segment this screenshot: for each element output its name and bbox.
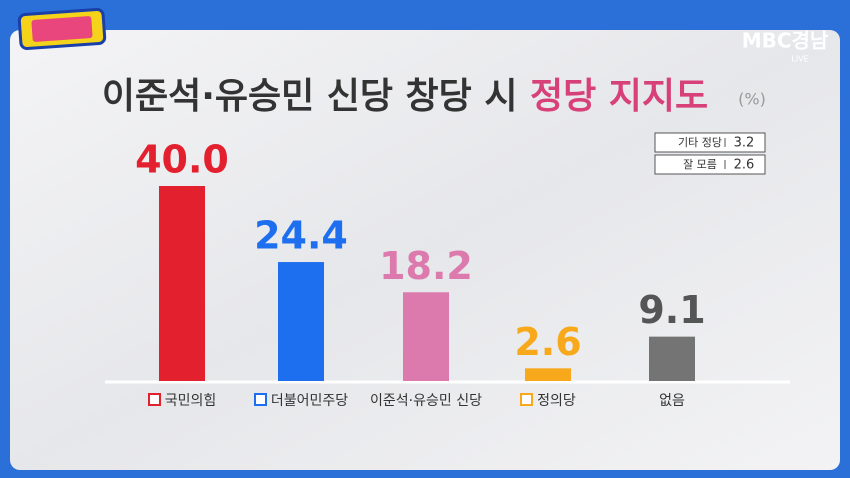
- side-table-row: [654, 132, 766, 153]
- category-text: 없음: [659, 393, 685, 409]
- live-badge: LIVE: [791, 55, 808, 64]
- side-table-row: [654, 154, 766, 175]
- chart-title: 이준석·유승민 신당 창당 시 정당 지지도: [102, 76, 708, 117]
- legend-icon: [253, 393, 267, 406]
- category-text: 이준석·유승민 신당: [370, 393, 482, 409]
- category-text: 정의당: [537, 393, 576, 409]
- side-table-value: 2.6: [734, 158, 755, 173]
- category-label: 정의당: [488, 392, 608, 411]
- bar: [403, 292, 449, 381]
- broadcaster: MBC경남: [742, 29, 829, 53]
- category-text: 더불어민주당: [270, 393, 349, 409]
- category-label: 국민의힘: [122, 392, 242, 411]
- program-logo-inner: [31, 16, 93, 42]
- value-label: 24.4: [254, 214, 348, 258]
- side-table-label: 잘 모름: [683, 158, 717, 171]
- bar: [649, 336, 695, 381]
- side-table-value: 3.2: [734, 136, 755, 151]
- bar: [159, 186, 205, 381]
- title-highlight: 정당 지지도: [530, 76, 708, 117]
- category-text: 국민의힘: [164, 393, 217, 409]
- title-main: 이준석·유승민 신당 창당 시: [102, 76, 518, 117]
- side-table-label: 기타 정당: [678, 136, 722, 149]
- panel: [10, 30, 840, 470]
- bar: [525, 368, 571, 381]
- legend-icon: [520, 393, 534, 406]
- category-label: 이준석·유승민 신당: [366, 392, 486, 411]
- category-label: 더불어민주당: [241, 392, 361, 411]
- unit: (%): [738, 90, 766, 109]
- bar: [278, 262, 324, 381]
- value-label: 9.1: [638, 288, 705, 332]
- legend-icon: [147, 393, 161, 406]
- category-label: 없음: [612, 392, 732, 411]
- value-label: 2.6: [514, 320, 581, 364]
- value-label: 18.2: [379, 244, 473, 288]
- value-label: 40.0: [135, 138, 229, 182]
